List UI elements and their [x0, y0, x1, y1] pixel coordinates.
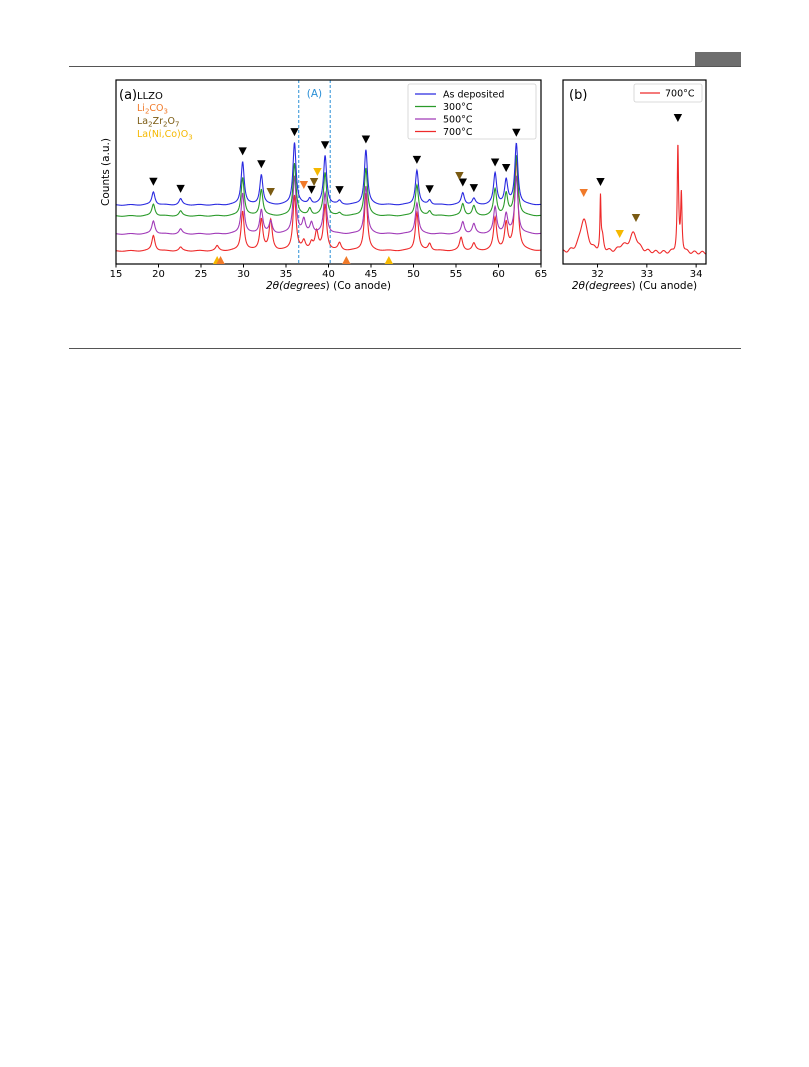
footer-rule [69, 348, 741, 349]
marker-llzo-60p9 [501, 164, 511, 173]
x-tick-label-b-34: 34 [690, 269, 703, 280]
x-tick-label-a-50: 50 [407, 269, 420, 280]
marker-llzo-22p6 [176, 184, 185, 193]
marker-li2co3-42p1 [342, 256, 351, 264]
x-tick-label-a-20: 20 [152, 269, 165, 280]
series-line-300-c [115, 155, 542, 217]
series-legend-label-700-c: 700°C [443, 127, 473, 138]
marker-li2co3-27p3 [216, 256, 225, 264]
marker-b-la-ni-co-o3-32p45 [615, 230, 624, 238]
x-tick-label-a-55: 55 [450, 269, 463, 280]
marker-llzo-32p1 [257, 160, 266, 169]
x-tick-label-a-40: 40 [322, 269, 335, 280]
x-tick-label-b-33: 33 [640, 269, 653, 280]
marker-b-la2zr2o7-32p78 [631, 214, 641, 222]
marker-llzo-41p3 [335, 186, 344, 195]
plot-frame-b [562, 79, 707, 265]
region-a-label: (A) [307, 88, 322, 100]
marker-llzo-51p9 [425, 185, 434, 194]
series-line-500-c [115, 175, 542, 235]
marker-llzo-29p9 [238, 147, 247, 156]
series-line-as-deposited [115, 142, 542, 206]
marker-b-li2co3-31p72 [579, 189, 588, 197]
phase-legend-lanicoo3: La(Ni,Co)O3 [137, 129, 193, 142]
marker-llzo-38 [307, 185, 316, 194]
marker-la-ni-co-o3-38p7 [313, 168, 322, 176]
x-tick-label-a-30: 30 [237, 269, 250, 280]
panel-label-a: (a) [119, 88, 137, 103]
xrd-figure: (A) 15 20 25 30 35 40 45 50 55 60 65 Counts (a.u.) (a… [100, 79, 707, 292]
marker-llzo-62p1 [512, 128, 521, 137]
x-tick-label-a-35: 35 [280, 269, 293, 280]
phase-legend-llzo: LLZO [137, 91, 163, 102]
marker-llzo-39p6 [320, 141, 330, 150]
series-legend-box-b [633, 83, 703, 103]
x-tick-label-a-15: 15 [110, 269, 123, 280]
series-legend-label-500-c: 500°C [443, 115, 473, 126]
x-tick-label-b-32: 32 [591, 269, 604, 280]
y-axis-label-a: Counts (a.u.) [100, 138, 112, 206]
panel-label-b: (b) [569, 88, 587, 103]
x-axis-label-b: 2θ(degrees) (Cu anode) [572, 280, 697, 292]
x-tick-label-a-25: 25 [195, 269, 208, 280]
marker-la2zr2o7-55p4 [455, 172, 464, 180]
marker-li2co3-37p1 [299, 181, 309, 189]
marker-llzo-57p1 [469, 184, 479, 193]
header-tab-block [695, 52, 741, 66]
marker-b-llzo-32p06 [596, 178, 605, 186]
marker-llzo-36 [290, 128, 299, 137]
marker-llzo-59p6 [490, 158, 500, 167]
header-rule [69, 66, 741, 67]
x-tick-label-a-45: 45 [365, 269, 378, 280]
phase-legend-la2zr2o7: La2Zr2O7 [137, 116, 179, 129]
phase-legend-li2co3: Li2CO3 [137, 103, 168, 116]
marker-llzo-50p4 [412, 155, 422, 164]
series-legend-label-as-deposited: As deposited [443, 90, 504, 101]
x-tick-label-a-65: 65 [535, 269, 548, 280]
marker-la2zr2o7-33p2 [266, 188, 275, 196]
x-axis-label-a: 2θ(degrees) (Co anode) [266, 280, 391, 292]
series-line-b-700 [563, 144, 707, 255]
panel-b: 32 33 34 (b) 700°C [562, 79, 707, 280]
marker-llzo-55p8 [458, 178, 467, 187]
marker-la-ni-co-o3-47p1 [384, 256, 394, 264]
marker-la2zr2o7-38p3 [309, 178, 319, 186]
marker-b-llzo-33p63 [673, 114, 683, 122]
marker-llzo-44p4 [361, 135, 371, 144]
marker-llzo-19p4 [149, 177, 158, 186]
series-legend-label-300-c: 300°C [443, 102, 473, 113]
series-line-700-c [115, 156, 542, 252]
series-legend-box-a [407, 83, 537, 140]
panel-a: (A) 15 20 25 30 35 40 45 50 55 60 65 Counts (a.u.) (a… [100, 79, 548, 280]
x-tick-label-a-60: 60 [492, 269, 505, 280]
series-legend-label-b: 700°C [665, 89, 695, 100]
